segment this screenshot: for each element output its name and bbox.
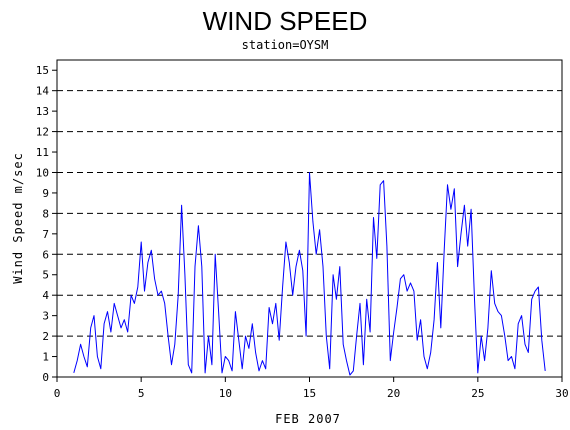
y-tick-label: 5 <box>42 269 49 282</box>
y-tick-label: 12 <box>36 126 49 139</box>
x-axis: 0 5 10 15 20 25 30 <box>54 377 569 400</box>
x-axis-label: FEB 2007 <box>275 412 341 426</box>
y-tick-label: 9 <box>42 187 49 200</box>
y-tick-label: 14 <box>36 85 50 98</box>
series-layer <box>73 172 546 376</box>
y-tick-label: 3 <box>42 310 49 323</box>
y-tick-label: 4 <box>42 289 49 302</box>
y-tick-label: 2 <box>42 330 49 343</box>
y-tick-label: 1 <box>42 351 49 364</box>
chart-title: WIND SPEED <box>203 6 368 36</box>
y-tick-label: 8 <box>42 207 49 220</box>
chart-subtitle: station=OYSM <box>242 38 329 52</box>
y-axis-label: Wind Speed m/sec <box>11 152 25 284</box>
x-tick-label: 0 <box>54 387 61 400</box>
y-tick-label: 11 <box>36 146 49 159</box>
y-tick-label: 13 <box>36 105 49 118</box>
y-tick-label: 0 <box>42 371 49 384</box>
x-tick-label: 20 <box>387 387 400 400</box>
y-tick-label: 10 <box>36 166 49 179</box>
y-tick-label: 15 <box>36 64 49 77</box>
y-tick-label: 7 <box>42 228 49 241</box>
x-tick-label: 30 <box>555 387 568 400</box>
x-tick-label: 25 <box>471 387 484 400</box>
x-tick-label: 10 <box>219 387 232 400</box>
x-tick-label: 15 <box>303 387 316 400</box>
wind-speed-series-line <box>73 172 546 376</box>
x-tick-label: 5 <box>138 387 145 400</box>
y-tick-label: 6 <box>42 248 49 261</box>
plot-area-frame <box>56 59 563 378</box>
